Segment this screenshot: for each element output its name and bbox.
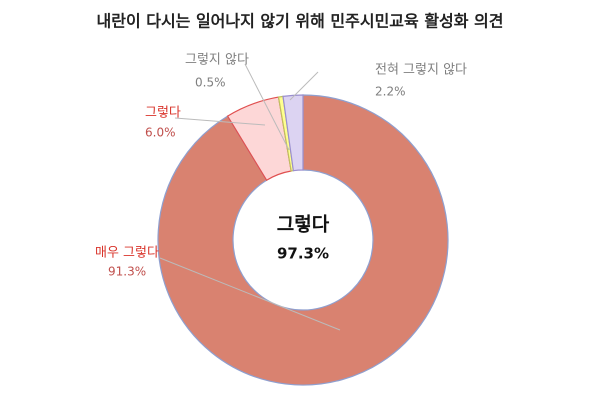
slice-label: 매우 그렇다 — [95, 246, 159, 261]
center-label: 그렇다 — [277, 214, 330, 236]
slice-value-label: 2.2% — [375, 85, 406, 99]
slice-label: 그렇지 않다 — [185, 53, 249, 68]
leader-line — [244, 63, 290, 151]
donut-slice — [157, 94, 449, 386]
slice-value-label: 91.3% — [108, 265, 146, 279]
donut-slice — [282, 94, 304, 172]
chart-title: 내란이 다시는 일어나지 않기 위해 민주시민교육 활성화 의견 — [97, 12, 504, 31]
center-value: 97.3% — [277, 245, 329, 263]
leader-line — [159, 257, 341, 331]
slice-value-label: 0.5% — [195, 76, 226, 90]
slice-value-label: 6.0% — [145, 126, 176, 140]
leader-line — [289, 71, 319, 101]
slice-label: 그렇다 — [145, 106, 181, 121]
slice-label: 전혀 그렇지 않다 — [375, 63, 467, 78]
leader-line — [174, 117, 266, 126]
